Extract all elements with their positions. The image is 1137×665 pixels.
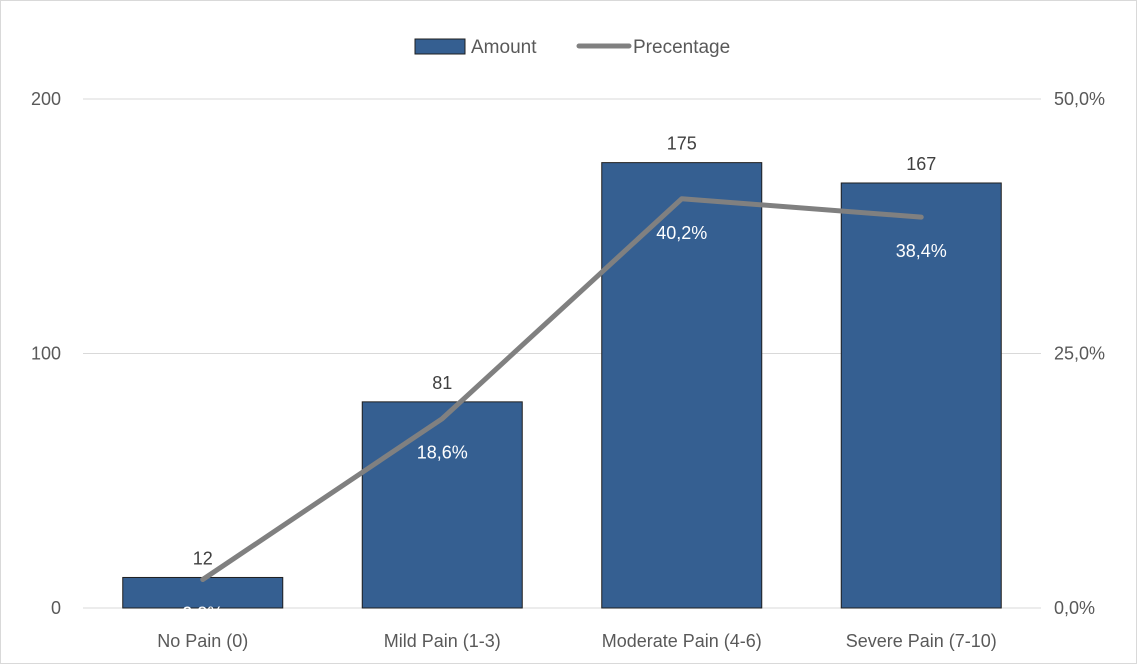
y-right-tick-label: 25,0% — [1054, 344, 1105, 364]
line-value-label: 18,6% — [417, 443, 468, 463]
bar-value-label: 81 — [432, 373, 452, 393]
bar-series — [122, 162, 1002, 609]
y-right-tick-label: 0,0% — [1054, 598, 1095, 618]
y-left-tick-label: 100 — [31, 344, 61, 364]
legend: Amount Precentage — [414, 37, 730, 58]
line-value-label: 38,4% — [896, 241, 947, 261]
line-series — [200, 196, 924, 582]
bar — [840, 182, 1002, 609]
bar-value-label: 175 — [667, 134, 697, 154]
x-category-label: Severe Pain (7-10) — [846, 631, 997, 651]
legend-label-amount: Amount — [471, 37, 537, 58]
x-category-label: No Pain (0) — [157, 631, 248, 651]
data-labels: 12 81 175 167 2,8% 18,6% 40,2% 38,4% — [182, 134, 947, 624]
y-left-tick-label: 200 — [31, 89, 61, 109]
bar — [361, 401, 523, 609]
axes: 0 0,0% 100 25,0% 200 50,0% No Pain (0) Mild Pai… — [31, 89, 1105, 651]
legend-label-percentage: Precentage — [633, 37, 730, 58]
y-left-tick-label: 0 — [51, 598, 61, 618]
bar — [601, 162, 763, 609]
y-right-tick-label: 50,0% — [1054, 89, 1105, 109]
line-value-label: 40,2% — [656, 223, 707, 243]
bar-value-label: 167 — [906, 154, 936, 174]
x-category-label: Moderate Pain (4-6) — [602, 631, 762, 651]
line-value-label: 2,8% — [182, 603, 223, 623]
bar-value-label: 12 — [193, 548, 213, 568]
x-category-label: Mild Pain (1-3) — [384, 631, 501, 651]
legend-swatch-bar — [414, 38, 466, 55]
bar — [122, 576, 284, 609]
percentage-line — [200, 196, 924, 582]
